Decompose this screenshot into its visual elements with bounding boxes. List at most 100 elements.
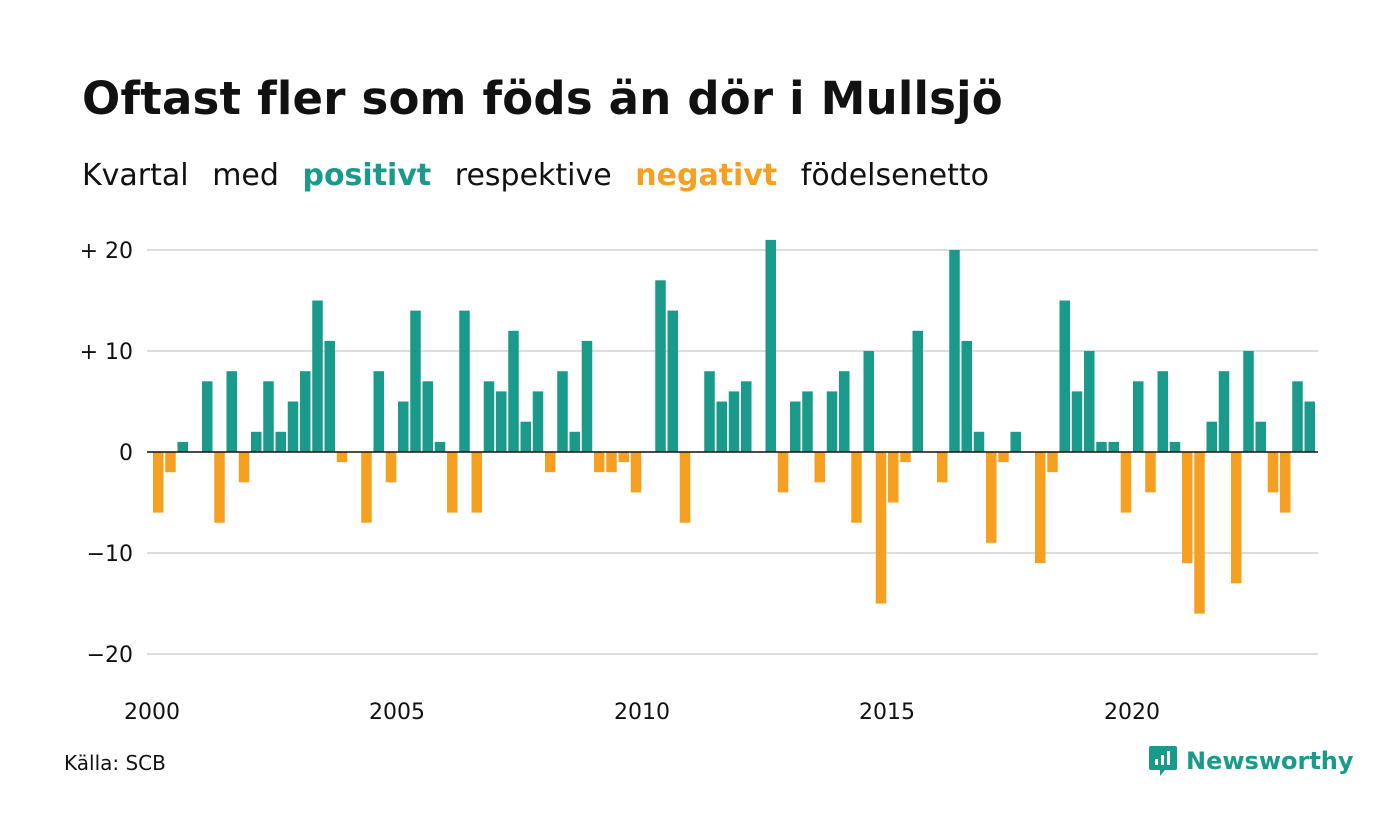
bar xyxy=(496,391,507,452)
bar xyxy=(814,452,825,483)
bar xyxy=(410,310,421,452)
bar xyxy=(275,431,286,452)
y-tick-label: + 10 xyxy=(80,340,133,365)
bar xyxy=(1059,300,1070,452)
bar xyxy=(1206,421,1217,452)
bar xyxy=(1255,421,1266,452)
bar xyxy=(1157,371,1168,452)
bar xyxy=(263,381,274,452)
bar xyxy=(569,431,580,452)
bar xyxy=(594,452,605,473)
bar xyxy=(361,452,372,523)
y-tick-label: −20 xyxy=(87,643,133,668)
bar xyxy=(226,371,237,452)
bar xyxy=(312,300,323,452)
bar xyxy=(238,452,250,483)
bar xyxy=(826,391,838,452)
bar xyxy=(655,280,666,452)
bar xyxy=(1231,452,1242,584)
bar xyxy=(1084,351,1095,452)
bar xyxy=(1071,391,1083,452)
bar xyxy=(716,401,727,452)
bar xyxy=(986,452,997,543)
bar xyxy=(447,452,458,513)
bar xyxy=(581,340,593,452)
bar xyxy=(961,340,972,452)
bar xyxy=(1108,441,1119,452)
bar xyxy=(532,391,544,452)
bar xyxy=(1182,452,1193,564)
bar xyxy=(373,371,384,452)
bar xyxy=(1292,381,1303,452)
bar xyxy=(300,371,311,452)
bar xyxy=(1096,441,1107,452)
bar xyxy=(459,310,470,452)
bar xyxy=(998,452,1009,463)
bar xyxy=(912,330,923,452)
bar xyxy=(777,452,789,493)
bar xyxy=(667,310,678,452)
bar xyxy=(863,351,874,452)
subtitle-word: födelsenetto xyxy=(800,158,989,193)
bar xyxy=(153,452,164,513)
bar xyxy=(900,452,911,463)
bar xyxy=(177,441,188,452)
bar xyxy=(1304,401,1315,452)
x-tick-label: 2010 xyxy=(614,700,670,725)
bar xyxy=(728,391,740,452)
bar xyxy=(973,431,985,452)
newsworthy-logo-icon xyxy=(1149,746,1177,776)
y-tick-label: + 20 xyxy=(80,239,133,264)
bar xyxy=(790,401,801,452)
bar xyxy=(508,330,519,452)
bar xyxy=(398,401,409,452)
bar xyxy=(287,401,299,452)
x-tick-label: 2000 xyxy=(124,700,180,725)
bar xyxy=(851,452,862,523)
bar xyxy=(471,452,482,513)
bar xyxy=(1010,431,1021,452)
subtitle-word: Kvartal xyxy=(82,158,189,193)
bar xyxy=(949,250,960,452)
subtitle-word: respektive xyxy=(454,158,612,193)
bar xyxy=(202,381,213,452)
bar xyxy=(888,452,899,503)
source-note: Källa: SCB xyxy=(64,751,166,775)
bar xyxy=(1120,452,1132,513)
brand-logo: Newsworthy xyxy=(1148,744,1354,778)
bar xyxy=(520,421,531,452)
bar xyxy=(606,452,617,473)
bar xyxy=(1280,452,1291,513)
bar xyxy=(483,381,495,452)
brand-name: Newsworthy xyxy=(1186,747,1354,775)
bar xyxy=(385,452,397,483)
bar xyxy=(1047,452,1058,473)
chart-subtitle: Kvartal med positivt respektive negativt… xyxy=(82,158,1003,193)
bar xyxy=(839,371,850,452)
bar xyxy=(1218,371,1230,452)
bar xyxy=(802,391,813,452)
bar xyxy=(545,452,556,473)
bar xyxy=(336,452,348,463)
bar xyxy=(704,371,715,452)
bar xyxy=(937,452,948,483)
bar xyxy=(1133,381,1144,452)
bar xyxy=(557,371,568,452)
bar xyxy=(875,452,887,604)
y-tick-label: 0 xyxy=(119,441,133,466)
bar xyxy=(324,340,335,452)
y-tick-label: −10 xyxy=(87,542,133,567)
x-tick-label: 2015 xyxy=(859,700,915,725)
x-tick-label: 2020 xyxy=(1104,700,1160,725)
bar xyxy=(741,381,752,452)
bar xyxy=(679,452,691,523)
bar xyxy=(1145,452,1156,493)
bar xyxy=(165,452,176,473)
bar xyxy=(630,452,642,493)
bar xyxy=(1267,452,1279,493)
subtitle-word: med xyxy=(212,158,279,193)
bar xyxy=(618,452,629,463)
bar xyxy=(251,431,262,452)
subtitle-positive-label: positivt xyxy=(302,158,432,193)
